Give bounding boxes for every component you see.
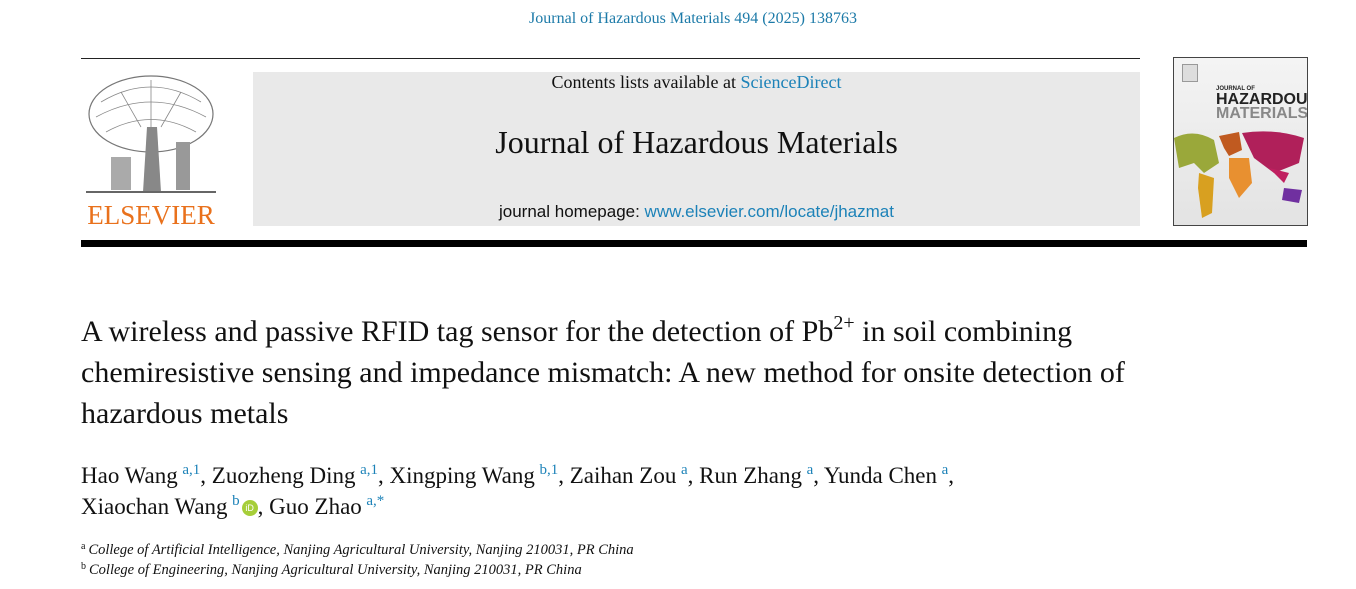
author-separator: , <box>687 463 700 488</box>
cover-title: JOURNAL OF HAZARDOUS MATERIALS <box>1216 86 1308 122</box>
author-name[interactable]: Guo Zhao <box>269 494 362 519</box>
contents-prefix: Contents lists available at <box>551 72 741 92</box>
affiliation-text: College of Artificial Intelligence, Nanj… <box>88 542 634 558</box>
affiliation-mark: a <box>81 541 86 552</box>
author-name[interactable]: Xingping Wang <box>389 463 535 488</box>
affiliations: a College of Artificial Intelligence, Nan… <box>81 540 634 580</box>
author-affiliation-mark[interactable]: a,1 <box>182 462 201 478</box>
title-text: A wireless and passive RFID tag sensor f… <box>81 315 834 348</box>
author-separator: , <box>378 463 390 488</box>
contents-line: Contents lists available at ScienceDirec… <box>253 72 1140 93</box>
orcid-icon[interactable]: iD <box>241 500 258 516</box>
author-name[interactable]: Zaihan Zou <box>569 463 677 488</box>
affiliation-text: College of Engineering, Nanjing Agricult… <box>89 562 582 578</box>
journal-reference[interactable]: Journal of Hazardous Materials 494 (2025… <box>529 10 857 27</box>
header-thick-rule <box>81 240 1307 247</box>
author-name[interactable]: Run Zhang <box>699 463 802 488</box>
author-name[interactable]: Hao Wang <box>81 463 178 488</box>
cover-elsevier-icon <box>1182 64 1198 82</box>
author-separator: , <box>948 463 955 488</box>
elsevier-tree-icon <box>86 75 216 193</box>
title-text-rest: in soil combining chemiresistive sensing… <box>81 315 1125 430</box>
journal-masthead: Contents lists available at ScienceDirec… <box>253 72 1140 226</box>
elsevier-wordmark: ELSEVIER <box>87 200 215 230</box>
author-affiliation-mark[interactable]: a <box>806 462 814 478</box>
journal-title: Journal of Hazardous Materials <box>495 124 898 160</box>
elsevier-logo[interactable]: ELSEVIER <box>81 72 221 230</box>
journal-cover-image[interactable]: JOURNAL OF HAZARDOUS MATERIALS <box>1173 57 1308 226</box>
author-separator: , <box>558 463 570 488</box>
author-separator: , <box>200 463 212 488</box>
author-affiliation-mark[interactable]: a,* <box>366 493 385 509</box>
author-affiliation-mark[interactable]: a <box>680 462 688 478</box>
sciencedirect-link[interactable]: ScienceDirect <box>740 72 842 92</box>
author-affiliation-mark[interactable]: b <box>232 493 240 509</box>
author-affiliation-mark[interactable]: b,1 <box>539 462 559 478</box>
world-map-icon <box>1174 131 1304 218</box>
author-separator: , <box>813 463 824 488</box>
affiliation-a: a College of Artificial Intelligence, Nan… <box>81 540 634 560</box>
author-list: Hao Wang a,1, Zuozheng Ding a,1, Xingpin… <box>81 460 1181 522</box>
author-affiliation-mark[interactable]: a <box>941 462 949 478</box>
author-name[interactable]: Yunda Chen <box>823 463 937 488</box>
affiliation-b: b College of Engineering, Nanjing Agricul… <box>81 560 634 580</box>
header-rule <box>81 58 1140 59</box>
title-superscript: 2+ <box>833 312 855 334</box>
author-affiliation-mark[interactable]: a,1 <box>360 462 379 478</box>
affiliation-mark: b <box>81 561 86 572</box>
author-separator: , <box>257 494 270 519</box>
article-title: A wireless and passive RFID tag sensor f… <box>81 311 1181 434</box>
author-name[interactable]: Zuozheng Ding <box>211 463 356 488</box>
homepage-link[interactable]: www.elsevier.com/locate/jhazmat <box>644 202 894 221</box>
homepage-line: journal homepage: www.elsevier.com/locat… <box>253 202 1140 222</box>
homepage-prefix: journal homepage: <box>499 202 645 221</box>
author-name[interactable]: Xiaochan Wang <box>81 494 228 519</box>
